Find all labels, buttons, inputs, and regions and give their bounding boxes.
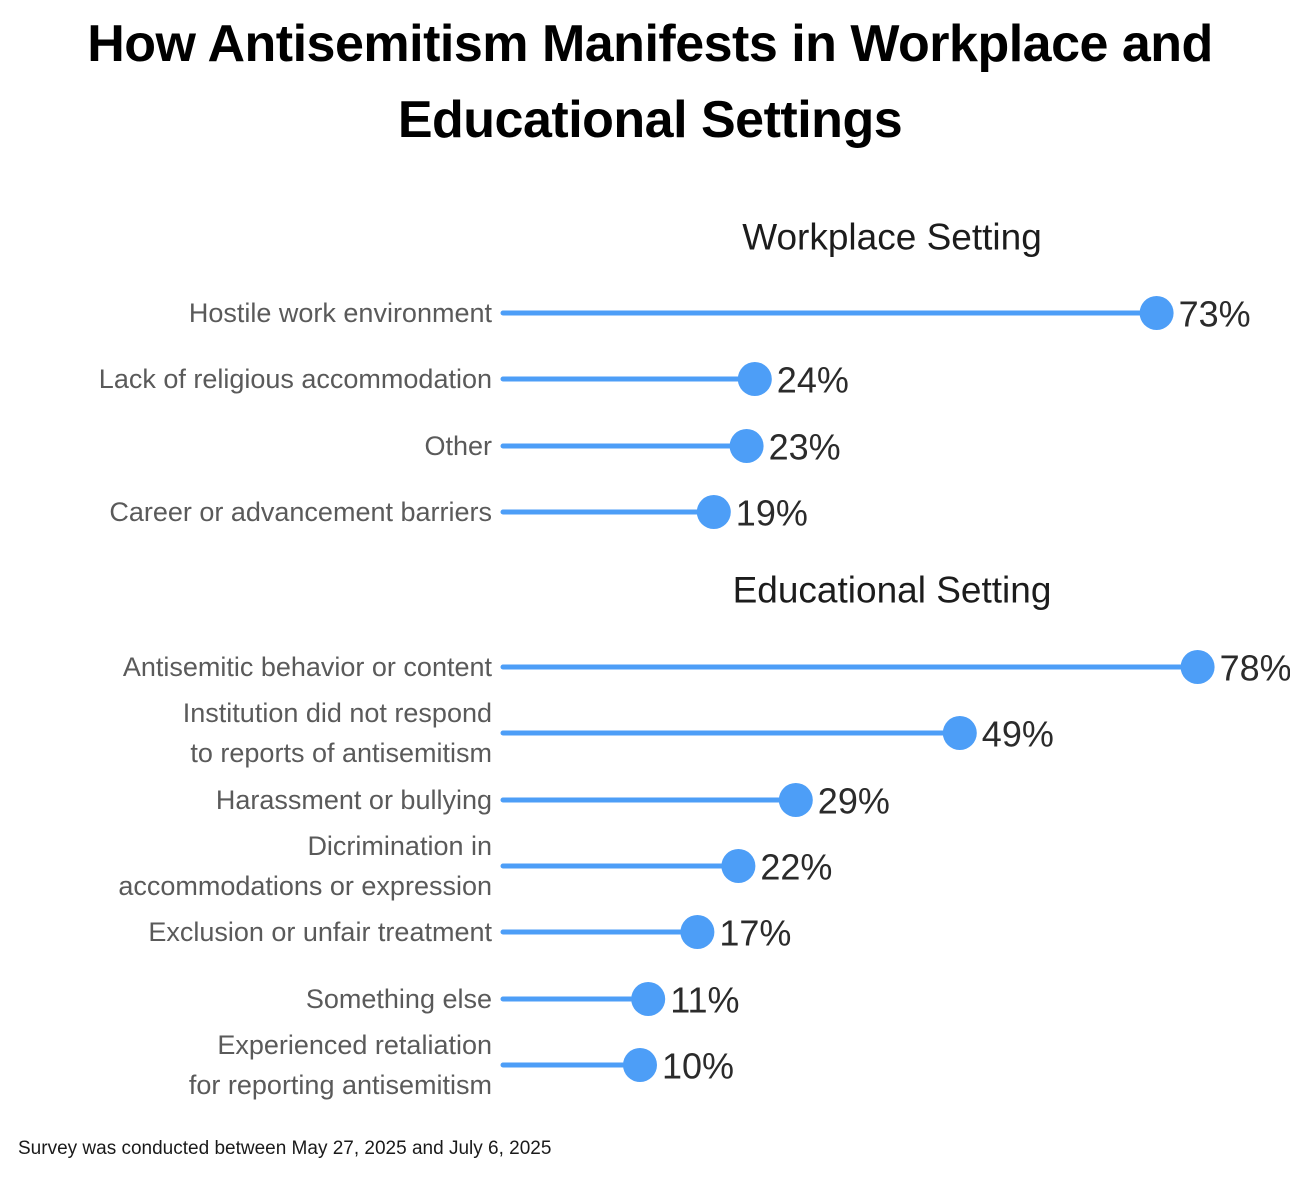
category-label: Other xyxy=(424,431,492,461)
lollipop-row: Institution did not respond to reports of… xyxy=(183,698,1054,768)
value-label: 78% xyxy=(1220,648,1290,689)
value-label: 29% xyxy=(818,781,890,822)
category-label: Lack of religious accommodation xyxy=(99,364,492,394)
lollipop-row: Antisemitic behavior or content 78% xyxy=(123,648,1290,689)
value-label: 22% xyxy=(760,847,832,888)
category-label: Institution did not respond to reports of… xyxy=(183,698,492,768)
panel-heading: Educational Setting xyxy=(733,570,1052,611)
lollipop-dot xyxy=(1139,296,1174,330)
footnote: Survey was conducted between May 27, 202… xyxy=(18,1138,552,1159)
lollipop-row: Career or advancement barriers 19% xyxy=(109,493,808,534)
lollipop-dot xyxy=(631,982,666,1016)
chart-title: How Antisemitism Manifests in Workplace … xyxy=(87,15,1213,149)
category-label: Something else xyxy=(306,984,492,1014)
lollipop-dot xyxy=(1180,650,1215,684)
lollipop-dot xyxy=(696,495,731,529)
lollipop-dot xyxy=(721,849,756,883)
value-label: 24% xyxy=(777,360,849,401)
value-label: 10% xyxy=(662,1046,734,1087)
lollipop-row: Hostile work environment 73% xyxy=(189,294,1251,335)
category-label: Career or advancement barriers xyxy=(109,497,492,527)
category-label: Dicrimination in accommodations or expres… xyxy=(118,831,492,901)
lollipop-dot xyxy=(680,915,715,949)
lollipop-row: Lack of religious accommodation 24% xyxy=(99,360,849,401)
panel-1: Educational Setting Antisemitic behavior … xyxy=(118,570,1290,1101)
lollipop-row: Other 23% xyxy=(424,427,840,468)
value-label: 11% xyxy=(670,980,739,1021)
category-label: Exclusion or unfair treatment xyxy=(148,917,492,947)
lollipop-dot xyxy=(778,783,813,817)
category-label: Harassment or bullying xyxy=(216,785,492,815)
lollipop-row: Exclusion or unfair treatment 17% xyxy=(148,913,791,954)
value-label: 73% xyxy=(1179,294,1251,335)
lollipop-row: Experienced retaliation for reporting ant… xyxy=(189,1030,734,1100)
value-label: 49% xyxy=(982,714,1054,755)
category-label: Hostile work environment xyxy=(189,298,493,328)
panel-0: Workplace Setting Hostile work environmen… xyxy=(99,217,1251,534)
lollipop-dot xyxy=(737,362,772,396)
lollipop-dot xyxy=(942,716,977,750)
lollipop-row: Dicrimination in accommodations or expres… xyxy=(118,831,832,901)
panel-heading: Workplace Setting xyxy=(742,217,1042,258)
value-label: 23% xyxy=(769,427,841,468)
lollipop-dot xyxy=(623,1048,657,1082)
category-label: Experienced retaliation for reporting ant… xyxy=(189,1030,492,1100)
value-label: 19% xyxy=(736,493,808,534)
lollipop-row: Something else 11% xyxy=(306,980,740,1021)
lollipop-row: Harassment or bullying 29% xyxy=(216,781,890,822)
category-label: Antisemitic behavior or content xyxy=(123,652,493,682)
value-label: 17% xyxy=(719,913,791,954)
lollipop-dot xyxy=(729,429,764,463)
